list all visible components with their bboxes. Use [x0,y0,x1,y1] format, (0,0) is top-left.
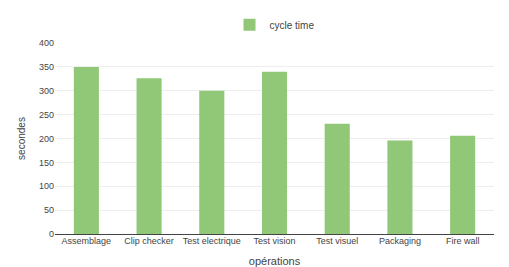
svg-text:250: 250 [39,110,54,120]
svg-text:0: 0 [49,229,54,239]
svg-text:200: 200 [39,134,54,144]
svg-text:Packaging: Packaging [379,236,421,246]
svg-text:350: 350 [39,62,54,72]
svg-text:Test visuel: Test visuel [316,236,358,246]
svg-text:cycle time: cycle time [270,20,315,31]
svg-text:Test vision: Test vision [253,236,295,246]
svg-text:opérations: opérations [249,255,301,267]
svg-text:secondes: secondes [16,117,27,160]
svg-text:Assemblage: Assemblage [62,236,112,246]
svg-text:Test electrique: Test electrique [183,236,241,246]
svg-text:Clip checker: Clip checker [124,236,174,246]
svg-text:100: 100 [39,181,54,191]
svg-text:50: 50 [44,205,54,215]
svg-text:150: 150 [39,158,54,168]
svg-text:400: 400 [39,38,54,48]
svg-text:300: 300 [39,86,54,96]
svg-text:Fire wall: Fire wall [446,236,480,246]
